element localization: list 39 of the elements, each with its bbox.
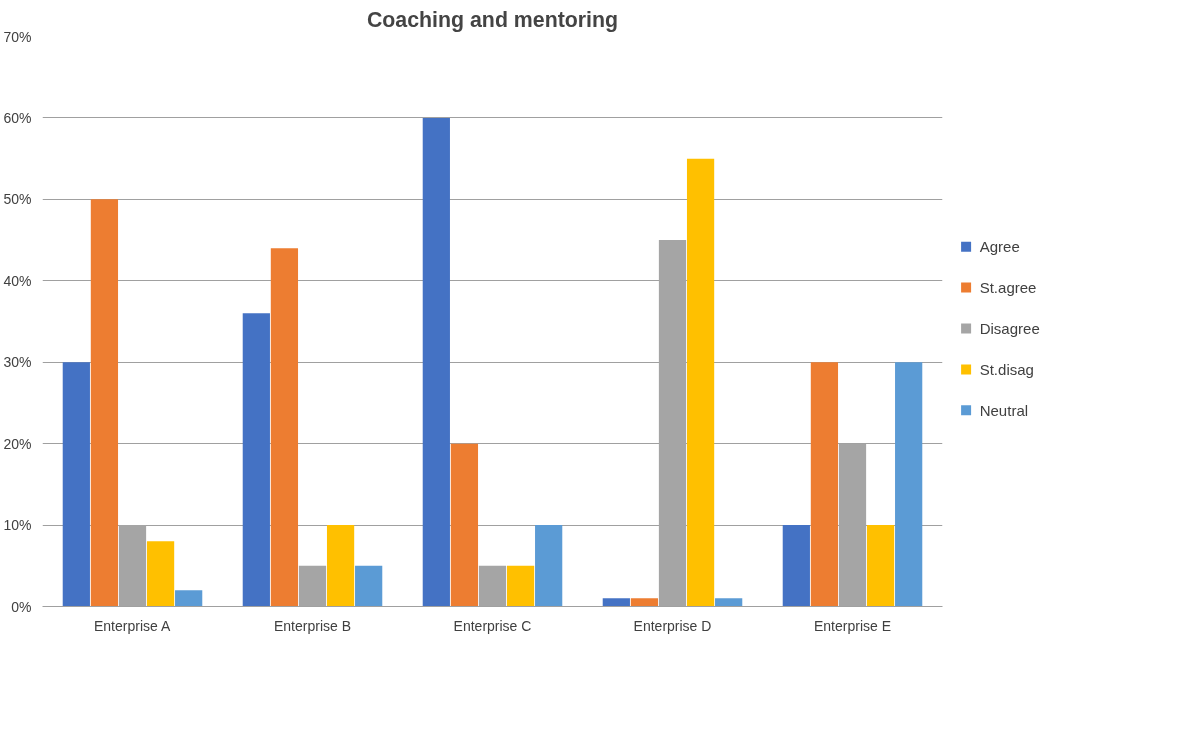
legend-label: St.agree (979, 279, 1037, 297)
y-tick-label: 60% (3, 109, 32, 126)
y-tick-label: 30% (3, 354, 32, 371)
y-tick-label: 10% (3, 517, 32, 534)
bar (242, 313, 270, 607)
bar (506, 565, 535, 607)
x-tick-label: Enterprise E (813, 617, 892, 634)
y-tick-label: 40% (3, 272, 32, 289)
bar (715, 598, 743, 607)
y-tick-label: 20% (3, 435, 32, 452)
bar (90, 199, 119, 607)
legend-label: Neutral (979, 401, 1029, 419)
y-tick-label: 50% (3, 191, 32, 208)
y-tick-label: 70% (3, 28, 32, 45)
bar (62, 362, 90, 607)
bar (326, 525, 355, 607)
bar (602, 598, 630, 607)
bar (355, 565, 383, 607)
y-tick-label: 0% (11, 598, 32, 615)
bar (535, 525, 563, 607)
x-tick-label: Enterprise A (93, 617, 171, 634)
bar (146, 541, 175, 607)
x-tick-label: Enterprise D (633, 617, 712, 634)
x-tick-label: Enterprise B (273, 617, 352, 634)
bar (450, 443, 479, 607)
legend-label: Disagree (979, 320, 1040, 337)
bar (782, 525, 810, 607)
bar (686, 158, 715, 607)
x-tick-label: Enterprise C (453, 617, 532, 634)
legend-label: St.disag (979, 360, 1034, 378)
bar (270, 248, 299, 607)
bar (175, 590, 203, 607)
legend-label: Agree (979, 238, 1020, 256)
bar (810, 362, 839, 607)
bar (630, 598, 659, 607)
bar (866, 525, 895, 607)
chart-title: Coaching and mentoring (366, 7, 619, 32)
bar (895, 362, 923, 607)
bar (422, 117, 450, 607)
